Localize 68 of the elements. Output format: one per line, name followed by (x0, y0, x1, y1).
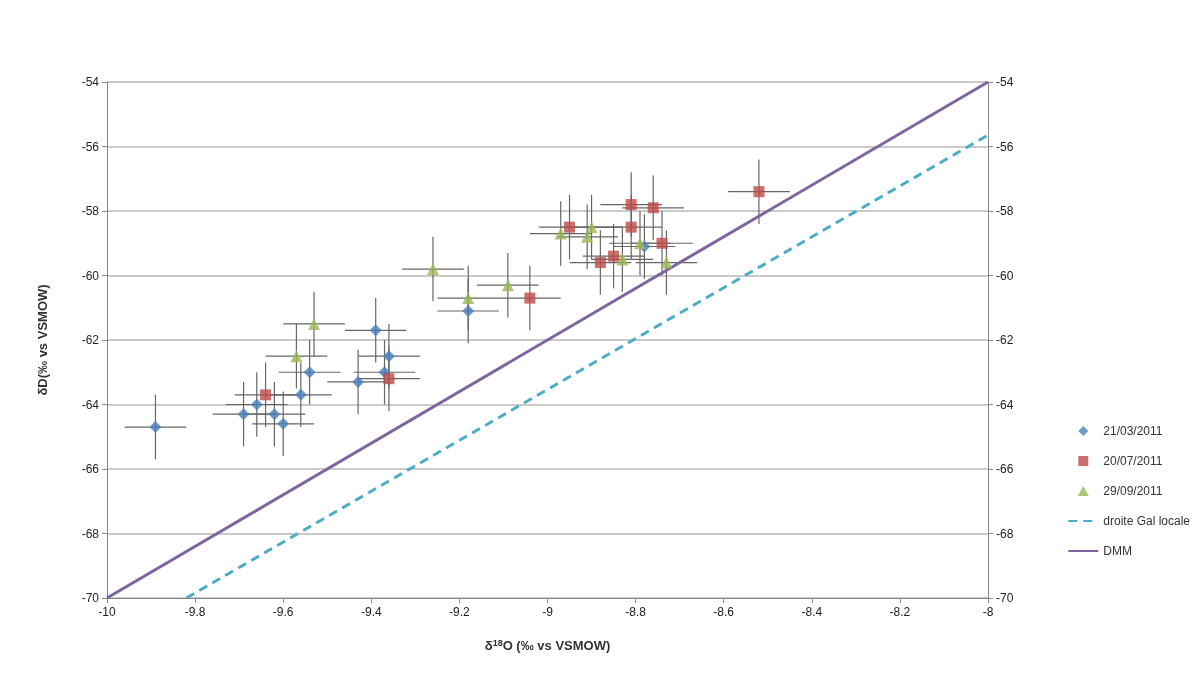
y-tick-label: -70 (81, 591, 100, 605)
x-tick-label: -9 (542, 605, 554, 619)
point (462, 292, 475, 305)
point (294, 388, 307, 401)
point (625, 221, 637, 233)
point (383, 373, 395, 385)
point (290, 350, 303, 363)
y2-tick-label: -56 (996, 139, 1014, 154)
x-tick-label: -8.6 (713, 605, 735, 619)
y-axis-title: δD(‰ vs VSMOW) (35, 284, 50, 396)
y-tick-label: -54 (81, 75, 100, 89)
x-tick-label: -8.4 (801, 605, 823, 619)
point (524, 292, 536, 304)
point (250, 398, 263, 411)
legend-label: 21/03/2011 (1103, 424, 1163, 438)
legend-label: 20/07/2011 (1103, 454, 1163, 468)
point (656, 237, 668, 249)
legend-label: DMM (1103, 544, 1132, 558)
y-tick-label: -58 (81, 204, 100, 218)
y-tick-label: -60 (81, 268, 100, 283)
point (564, 221, 576, 233)
point (616, 253, 629, 266)
x-tick-label: -9.8 (184, 605, 206, 619)
point (554, 227, 567, 240)
point (382, 350, 395, 363)
point (585, 221, 598, 234)
y-tick-label: -64 (81, 397, 100, 412)
x-tick-label: -8.8 (625, 605, 647, 619)
y2-tick-label: -54 (996, 75, 1014, 89)
x-tick-label: -9.4 (360, 605, 382, 619)
point (260, 389, 272, 401)
y-tick-label: -68 (81, 526, 100, 541)
point (268, 408, 281, 421)
point (594, 257, 606, 269)
point (634, 237, 647, 250)
x-tick-label: -9.6 (272, 605, 294, 619)
point (608, 250, 620, 262)
point (303, 366, 316, 379)
point (237, 408, 250, 421)
y2-tick-label: -64 (996, 397, 1014, 412)
point (308, 317, 321, 330)
y-tick-label: -62 (81, 333, 100, 347)
point (501, 279, 514, 292)
y-tick-label: -56 (81, 139, 100, 154)
y2-tick-label: -62 (996, 333, 1014, 347)
x-tick-label: -8 (982, 605, 994, 619)
point (660, 256, 673, 269)
point (581, 230, 594, 243)
y2-tick-label: -60 (996, 268, 1014, 283)
y2-tick-label: -58 (996, 204, 1014, 218)
point (369, 324, 382, 337)
x-tick-label: -8.2 (889, 605, 911, 619)
point (426, 263, 439, 276)
x-tick-label: -10 (98, 605, 116, 619)
point (462, 304, 475, 317)
y2-tick-label: -66 (996, 462, 1014, 476)
x-tick-label: -9.2 (449, 605, 471, 619)
point (149, 421, 162, 434)
y-tick-label: -66 (81, 462, 100, 476)
point (352, 375, 365, 388)
point (753, 186, 765, 198)
point (625, 199, 637, 211)
legend-label: 29/09/2011 (1103, 484, 1163, 498)
legend-label: droite Gal locale (1103, 514, 1191, 528)
y2-tick-label: -70 (996, 591, 1014, 605)
point (647, 202, 659, 214)
point (277, 417, 290, 430)
y2-tick-label: -68 (996, 526, 1014, 541)
